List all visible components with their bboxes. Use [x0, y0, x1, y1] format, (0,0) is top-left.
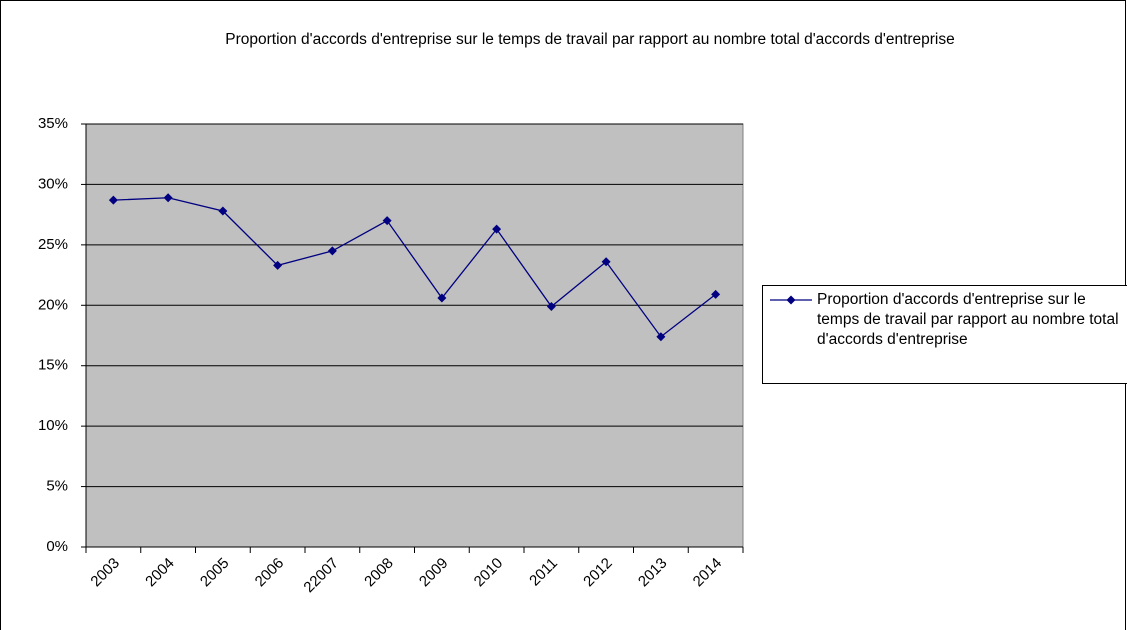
y-tick-label: 10% — [38, 417, 68, 434]
data-point — [218, 206, 228, 216]
legend-box — [762, 285, 1127, 384]
y-tick-label: 0% — [46, 538, 68, 555]
data-point — [327, 246, 337, 256]
legend-label: Proportion d'accords d'entreprise sur le… — [817, 291, 1119, 348]
y-tick-label: 30% — [38, 175, 68, 192]
y-tick-label: 5% — [46, 478, 68, 495]
chart-title: Proportion d'accords d'entreprise sur le… — [225, 31, 955, 48]
y-tick-label: 35% — [38, 115, 68, 132]
y-tick-label: 25% — [38, 236, 68, 253]
data-point — [382, 216, 392, 226]
data-point — [492, 224, 502, 234]
data-point — [656, 332, 666, 342]
series-line — [113, 197, 717, 338]
data-point — [273, 260, 283, 270]
y-tick-label: 20% — [38, 296, 68, 313]
legend-marker — [786, 295, 796, 305]
data-point — [437, 293, 447, 303]
plot-area — [85, 123, 744, 548]
y-tick-label: 15% — [38, 357, 68, 374]
data-point — [108, 195, 118, 205]
data-point — [163, 193, 173, 203]
data-point — [601, 257, 611, 267]
data-point — [546, 301, 556, 311]
data-point — [711, 289, 721, 299]
